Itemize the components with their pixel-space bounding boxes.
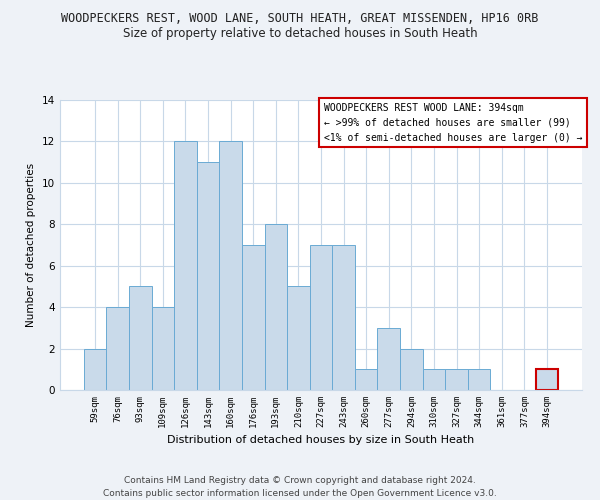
Bar [332, 245, 355, 390]
Bar [265, 224, 287, 390]
Bar [84, 348, 106, 390]
Bar [400, 348, 422, 390]
Text: Contains HM Land Registry data © Crown copyright and database right 2024.
Contai: Contains HM Land Registry data © Crown c… [103, 476, 497, 498]
Bar [287, 286, 310, 390]
Bar [468, 370, 490, 390]
Bar [242, 245, 265, 390]
Bar [197, 162, 220, 390]
Y-axis label: Number of detached properties: Number of detached properties [26, 163, 37, 327]
Bar [355, 370, 377, 390]
Bar [220, 142, 242, 390]
X-axis label: Distribution of detached houses by size in South Heath: Distribution of detached houses by size … [167, 436, 475, 446]
Bar [129, 286, 152, 390]
Bar [106, 307, 129, 390]
Bar [536, 370, 558, 390]
Bar [445, 370, 468, 390]
Text: Size of property relative to detached houses in South Heath: Size of property relative to detached ho… [122, 28, 478, 40]
Bar [422, 370, 445, 390]
Bar [174, 142, 197, 390]
Text: WOODPECKERS REST WOOD LANE: 394sqm
← >99% of detached houses are smaller (99)
<1: WOODPECKERS REST WOOD LANE: 394sqm ← >99… [323, 103, 582, 142]
Bar [377, 328, 400, 390]
Bar [310, 245, 332, 390]
Text: WOODPECKERS REST, WOOD LANE, SOUTH HEATH, GREAT MISSENDEN, HP16 0RB: WOODPECKERS REST, WOOD LANE, SOUTH HEATH… [61, 12, 539, 26]
Bar [152, 307, 174, 390]
